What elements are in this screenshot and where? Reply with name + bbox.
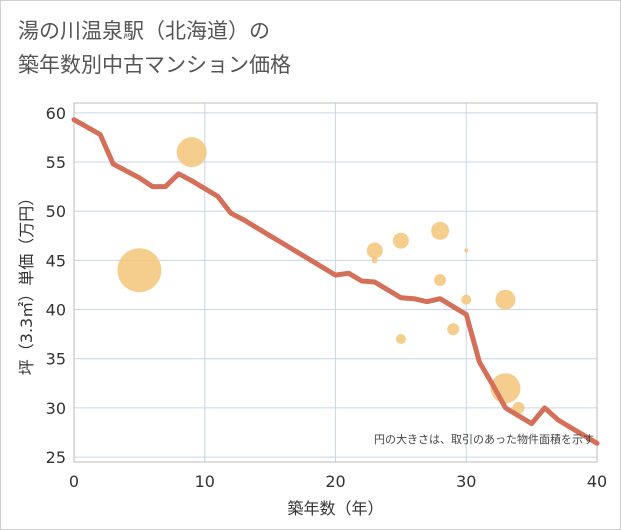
- x-tick-labels: 0 10 20 30 40: [69, 472, 607, 491]
- y-tick-label: 30: [46, 399, 66, 418]
- bubble-point: [117, 248, 162, 293]
- y-tick-label: 60: [46, 104, 66, 123]
- bubble-point: [371, 257, 378, 264]
- x-tick-label: 20: [325, 472, 345, 491]
- x-axis-label: 築年数（年）: [287, 499, 383, 518]
- bubble-point: [447, 323, 460, 336]
- y-tick-label: 35: [46, 350, 66, 369]
- y-tick-label: 45: [46, 251, 66, 270]
- bubble-point: [512, 401, 525, 414]
- y-tick-label: 40: [46, 301, 66, 320]
- chart-title-line2: 築年数別中古マンション価格: [18, 53, 291, 77]
- y-tick-label: 50: [46, 202, 66, 221]
- plot-border: [73, 102, 598, 463]
- x-tick-label: 10: [195, 472, 215, 491]
- trend-line: [71, 117, 600, 446]
- bubble-point: [392, 232, 409, 249]
- bubble-point: [495, 289, 516, 310]
- x-tick-label: 30: [456, 472, 476, 491]
- y-tick-label: 55: [46, 153, 66, 172]
- bubble-point: [434, 274, 447, 287]
- x-tick-label: 0: [69, 472, 79, 491]
- bubble-series: [117, 137, 525, 414]
- bubble-point: [461, 294, 472, 305]
- bubble-point: [431, 221, 450, 240]
- chart-title-line1: 湯の川温泉駅（北海道）の: [18, 19, 270, 43]
- bubble-point: [464, 248, 469, 253]
- bubble-point: [366, 242, 383, 259]
- y-tick-labels: 25 30 35 40 45 50 55 60: [46, 104, 66, 467]
- chart-title: 湯の川温泉駅（北海道）の 築年数別中古マンション価格: [18, 14, 291, 82]
- y-axis-label: 坪（3.3㎡）単価（万円）: [17, 190, 36, 375]
- bubble-point: [395, 334, 406, 345]
- y-tick-label: 25: [46, 448, 66, 467]
- chart-note: 円の大きさは、取引のあった物件面積を示す: [374, 432, 594, 446]
- bubble-point: [176, 137, 207, 168]
- x-tick-label: 40: [587, 472, 607, 491]
